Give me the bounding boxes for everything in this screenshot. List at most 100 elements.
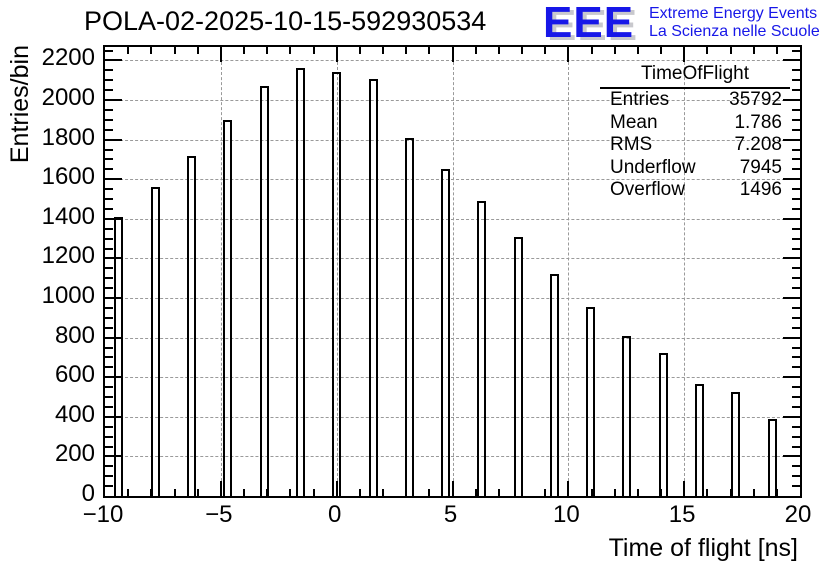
stats-row-label: Entries	[610, 89, 670, 110]
x-tick	[613, 489, 616, 496]
y-tick-mirror	[792, 316, 800, 319]
y-tick	[105, 465, 113, 468]
x-tick-mirror	[196, 47, 199, 54]
histogram-bar	[441, 169, 451, 496]
y-tick	[105, 306, 113, 309]
y-tick-mirror	[792, 287, 800, 290]
y-tick-label: 200	[54, 440, 95, 468]
y-tick	[105, 445, 113, 448]
y-tick	[105, 277, 113, 280]
y-tick-mirror	[792, 445, 800, 448]
x-tick	[196, 489, 199, 496]
x-tick-mirror	[752, 47, 755, 54]
x-tick-mirror	[219, 47, 222, 62]
stats-box-title: TimeOfFlight	[600, 60, 790, 89]
x-tick-mirror	[474, 47, 477, 54]
histogram-bar	[150, 187, 160, 496]
x-tick-label: −5	[205, 501, 233, 528]
stats-row-value: 7.208	[734, 134, 782, 155]
y-tick-mirror	[783, 376, 800, 379]
y-tick	[105, 69, 113, 72]
y-tick-mirror	[792, 386, 800, 389]
y-tick-mirror	[792, 396, 800, 398]
y-tick	[105, 207, 113, 210]
y-tick-mirror	[783, 336, 800, 339]
y-tick-mirror	[792, 465, 800, 468]
y-tick-mirror	[792, 277, 800, 280]
x-tick-mirror	[706, 47, 709, 54]
y-tick	[105, 138, 122, 141]
histogram-bar	[332, 72, 342, 496]
y-tick-label: 800	[54, 321, 95, 349]
y-tick	[105, 366, 113, 369]
y-tick-label: 400	[54, 400, 95, 428]
histogram-bar	[622, 335, 632, 496]
y-tick-mirror	[792, 207, 800, 210]
y-tick-mirror	[783, 178, 800, 181]
x-tick-mirror	[636, 47, 639, 54]
y-tick-mirror	[792, 118, 800, 121]
y-tick-mirror	[783, 257, 800, 260]
stats-row-value: 1496	[739, 179, 782, 200]
y-tick	[105, 188, 113, 191]
x-tick-mirror	[150, 47, 153, 54]
x-tick-mirror	[660, 47, 662, 54]
x-axis-title: Time of flight [ns]	[608, 534, 798, 562]
x-tick	[312, 489, 315, 496]
x-tick	[474, 489, 477, 496]
stats-row-value: 35792	[729, 89, 782, 110]
y-tick-mirror	[783, 415, 800, 418]
y-tick-mirror	[792, 188, 800, 191]
y-tick-mirror	[792, 306, 800, 309]
x-tick	[497, 489, 500, 496]
y-tick	[105, 356, 113, 359]
y-tick	[105, 475, 113, 478]
x-tick	[752, 489, 755, 496]
stats-row: Mean 1.786	[600, 112, 790, 135]
y-tick-mirror	[792, 326, 800, 329]
histogram-bar	[586, 306, 596, 496]
x-tick-mirror	[382, 47, 384, 54]
logo-tagline-line1: Extreme Energy Events	[649, 5, 818, 22]
histogram-bar	[731, 392, 741, 496]
x-tick	[567, 481, 570, 496]
x-tick-mirror	[405, 47, 408, 54]
x-tick-mirror	[266, 47, 269, 54]
stats-row-label: RMS	[610, 134, 653, 155]
y-tick-mirror	[792, 198, 800, 201]
x-tick-mirror	[428, 47, 431, 54]
histogram-bar	[513, 236, 523, 496]
y-tick	[105, 405, 113, 408]
y-tick-mirror	[783, 138, 800, 141]
plot-frame	[103, 45, 802, 498]
x-tick	[544, 489, 547, 496]
eee-logo-tagline: Extreme Energy Events La Scienza nelle S…	[649, 5, 820, 41]
x-tick-label: 20	[784, 501, 812, 528]
x-tick-mirror	[683, 47, 686, 62]
histogram-bar	[259, 86, 269, 496]
x-tick	[729, 489, 732, 496]
x-tick	[636, 489, 639, 496]
histogram-bar	[295, 68, 305, 496]
histogram-bar	[658, 353, 668, 496]
histogram-bar	[223, 119, 233, 496]
stats-row-label: Overflow	[610, 179, 685, 200]
y-tick	[105, 59, 122, 62]
y-tick-mirror	[792, 227, 800, 230]
y-tick	[105, 217, 122, 220]
y-tick	[105, 346, 113, 349]
y-tick-mirror	[792, 435, 800, 438]
x-tick-mirror	[173, 47, 176, 54]
y-tick-mirror	[783, 99, 800, 102]
y-tick-mirror	[792, 366, 800, 369]
y-tick	[105, 455, 122, 458]
y-tick	[105, 336, 122, 339]
x-tick	[428, 489, 431, 496]
x-tick-mirror	[243, 47, 245, 54]
y-tick-mirror	[792, 405, 800, 408]
y-tick-label: 1600	[41, 163, 95, 191]
x-tick	[289, 489, 292, 496]
x-tick	[219, 481, 222, 496]
stats-box-rows: Entries 35792 Mean 1.786 RMS 7.208 Underflow 79…	[600, 89, 790, 202]
x-tick	[590, 489, 593, 496]
